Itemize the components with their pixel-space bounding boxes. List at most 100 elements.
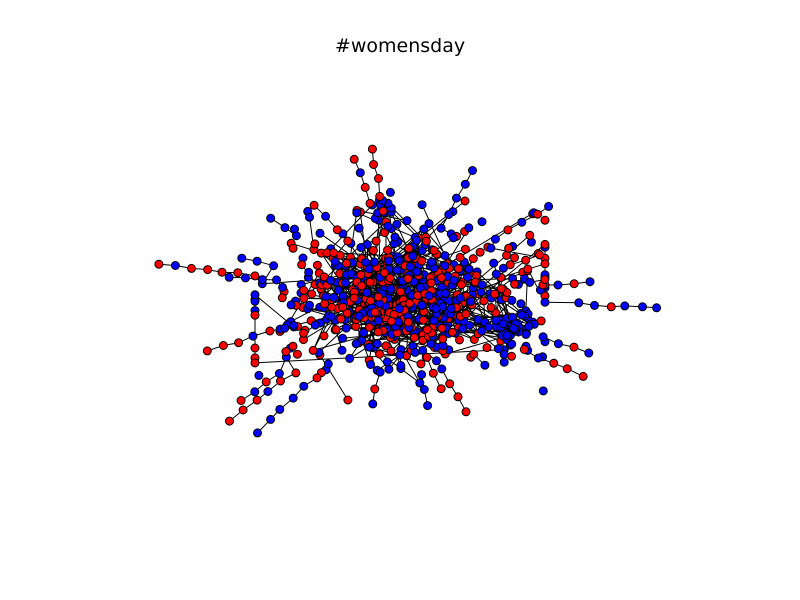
graph-node [323, 359, 333, 369]
graph-node [427, 257, 437, 267]
graph-node [409, 333, 419, 342]
graph-node [498, 319, 508, 329]
graph-node [569, 342, 579, 352]
graph-node [202, 346, 212, 356]
graph-node [606, 302, 616, 312]
graph-node [341, 323, 351, 333]
graph-node [562, 364, 572, 374]
graph-node [444, 210, 454, 219]
graph-node [308, 345, 318, 355]
graph-node [286, 300, 296, 310]
graph-node [489, 258, 499, 268]
graph-node [252, 256, 262, 266]
graph-node [299, 381, 309, 391]
graph-node [309, 200, 319, 210]
graph-node [357, 281, 367, 291]
graph-node [354, 311, 364, 321]
graph-node [510, 253, 519, 263]
graph-node [385, 187, 395, 197]
graph-node [412, 267, 422, 277]
graph-node [426, 278, 436, 288]
graph-node [373, 316, 383, 326]
graph-node [319, 331, 329, 341]
graph-node [248, 331, 258, 341]
graph-node [275, 404, 285, 414]
graph-node [466, 296, 476, 306]
graph-node [366, 360, 376, 369]
graph-node [277, 293, 287, 303]
graph-node [238, 405, 248, 415]
graph-node [386, 284, 396, 294]
graph-node [486, 303, 496, 312]
graph-node [364, 264, 374, 274]
graph-node [269, 261, 279, 271]
graph-node [486, 243, 496, 253]
graph-node [448, 233, 458, 243]
graph-node [417, 300, 427, 310]
graph-node [482, 343, 492, 353]
graph-edge [421, 204, 446, 256]
graph-node [237, 253, 247, 263]
graph-node [455, 293, 465, 303]
graph-node [424, 219, 434, 228]
graph-node [538, 386, 548, 396]
graph-node [584, 348, 594, 358]
graph-node [312, 373, 322, 383]
graph-node [387, 316, 396, 326]
graph-node [292, 349, 302, 359]
graph-node [652, 303, 662, 313]
graph-node [250, 310, 260, 320]
graph-node [288, 393, 298, 403]
graph-node [342, 308, 352, 318]
graph-node [469, 349, 479, 359]
graph-node [371, 236, 381, 246]
graph-node [329, 292, 339, 302]
graph-node [375, 367, 385, 377]
graph-node [490, 289, 500, 299]
graph-node [455, 335, 464, 345]
graph-node [415, 378, 425, 388]
graph-node [480, 360, 490, 370]
graph-node [333, 285, 343, 295]
graph-node [479, 296, 489, 306]
graph-node [385, 273, 395, 283]
graph-node [460, 244, 470, 254]
graph-node [403, 274, 413, 284]
graph-node [477, 280, 487, 290]
graph-node [516, 299, 526, 309]
graph-node [468, 254, 478, 264]
graph-node [452, 193, 461, 203]
graph-node [274, 369, 284, 378]
graph-node [266, 213, 276, 223]
graph-node [454, 264, 463, 274]
graph-node [574, 298, 584, 308]
graph-node [525, 277, 535, 287]
graph-node [367, 144, 377, 154]
graph-node [440, 288, 450, 298]
graph-node [403, 317, 413, 327]
graph-node [517, 217, 527, 227]
graph-node [299, 285, 309, 295]
graph-node [461, 309, 471, 319]
graph-node [291, 368, 301, 378]
graph-edge [407, 211, 454, 258]
graph-node [510, 279, 520, 289]
graph-node [423, 401, 433, 411]
graph-node [477, 326, 487, 336]
graph-node [326, 312, 336, 321]
graph-node [305, 300, 314, 310]
graph-node [326, 275, 336, 285]
graph-node [491, 315, 501, 325]
graph-node [217, 267, 227, 277]
graph-node [453, 392, 463, 402]
graph-node [405, 262, 415, 272]
graph-node [503, 225, 513, 235]
graph-node [368, 246, 378, 255]
graph-node [392, 219, 402, 229]
graph-node [417, 370, 427, 380]
graph-node [310, 239, 320, 249]
graph-node [280, 323, 290, 333]
graph-node [321, 211, 331, 221]
graph-node [297, 260, 307, 270]
